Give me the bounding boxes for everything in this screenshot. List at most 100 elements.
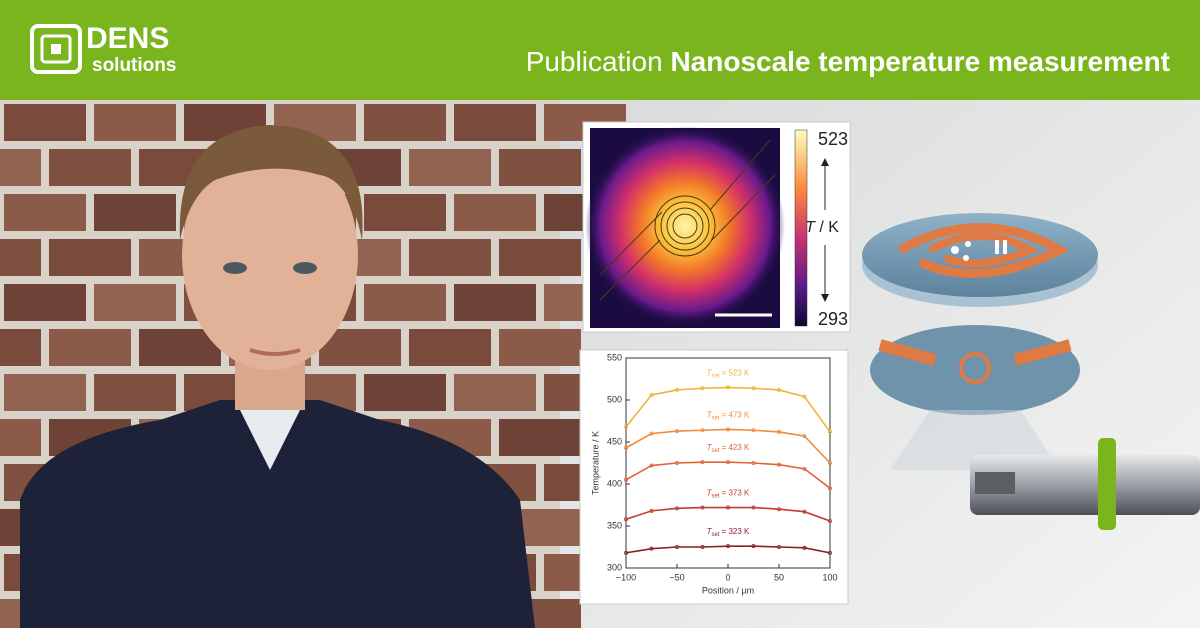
data-point <box>649 431 654 436</box>
data-point <box>751 428 756 433</box>
brick <box>499 419 581 456</box>
brick <box>49 149 131 186</box>
brick <box>94 194 176 231</box>
data-point <box>828 429 833 434</box>
portrait <box>20 125 535 628</box>
brick <box>454 374 536 411</box>
data-point <box>726 385 731 390</box>
data-point <box>649 463 654 468</box>
series-label: Tset = 323 K <box>707 527 750 537</box>
logo: DENS solutions <box>30 22 176 76</box>
data-point <box>649 546 654 551</box>
brick <box>454 284 536 321</box>
y-axis-label: Temperature / K <box>590 431 600 495</box>
brick <box>0 329 41 366</box>
data-point <box>802 394 807 399</box>
colorbar-symbol: T <box>805 219 816 236</box>
data-point <box>802 466 807 471</box>
data-point <box>700 545 705 550</box>
brick <box>364 104 446 141</box>
brick <box>454 194 536 231</box>
series-label-symbol: T <box>707 527 713 536</box>
series-label: Tset = 473 K <box>707 411 750 421</box>
series-label-symbol: T <box>707 411 713 420</box>
data-point <box>675 460 680 465</box>
series-label-name: = 323 K <box>722 527 750 536</box>
data-point <box>751 386 756 391</box>
y-tick-label: 400 <box>607 478 622 488</box>
header-bar <box>0 0 1200 100</box>
data-point <box>777 545 782 550</box>
brick <box>0 149 41 186</box>
x-tick-label: 0 <box>725 572 730 582</box>
logo-bottom: solutions <box>92 55 176 76</box>
x-tick-label: 50 <box>774 572 784 582</box>
x-tick-label: −100 <box>616 572 636 582</box>
brick <box>49 239 131 276</box>
series-label-subscript: set <box>712 532 720 538</box>
x-tick-label: 100 <box>822 572 837 582</box>
data-point <box>675 429 680 434</box>
data-point <box>777 462 782 467</box>
data-point <box>649 392 654 397</box>
data-point <box>828 486 833 491</box>
data-point <box>700 505 705 510</box>
data-point <box>675 387 680 392</box>
brick <box>4 194 86 231</box>
brick <box>499 239 581 276</box>
series-line <box>625 461 831 489</box>
data-point <box>751 544 756 549</box>
data-point <box>700 428 705 433</box>
brick <box>499 329 581 366</box>
data-point <box>726 427 731 432</box>
data-point <box>828 550 833 555</box>
data-point <box>624 477 629 482</box>
data-point <box>700 386 705 391</box>
colorbar-unit: / K <box>819 219 839 236</box>
brick <box>409 329 491 366</box>
data-point <box>726 505 731 510</box>
data-point <box>777 429 782 434</box>
series-label: Tset = 423 K <box>707 443 750 453</box>
header-title: Publication Nanoscale temperature measur… <box>526 46 1170 77</box>
brick <box>4 284 86 321</box>
series-label-subscript: set <box>712 448 720 454</box>
colorbar-label: T / K <box>805 219 839 236</box>
data-point <box>802 545 807 550</box>
y-tick-label: 300 <box>607 562 622 572</box>
brick <box>364 194 446 231</box>
y-tick-label: 350 <box>607 520 622 530</box>
data-point <box>624 424 629 429</box>
series-label-name: = 423 K <box>722 443 750 452</box>
brick <box>0 239 41 276</box>
colorbar-max: 523 <box>818 129 848 149</box>
title-prefix: Publication <box>526 46 663 77</box>
brick <box>49 329 131 366</box>
brick <box>454 104 536 141</box>
colorbar-min: 293 <box>818 309 848 329</box>
series-line <box>625 506 831 522</box>
x-axis-label: Position / µm <box>702 585 754 595</box>
data-point <box>649 508 654 513</box>
series-label-name: = 473 K <box>722 411 750 420</box>
data-point <box>751 505 756 510</box>
series-label-symbol: T <box>707 443 713 452</box>
series-line <box>625 428 831 464</box>
chip-illustration <box>862 213 1200 530</box>
brick <box>4 104 86 141</box>
data-point <box>777 507 782 512</box>
data-point <box>726 544 731 549</box>
series-label-symbol: T <box>707 489 713 498</box>
series-label-name: = 523 K <box>722 369 750 378</box>
brick <box>364 374 446 411</box>
data-point <box>802 434 807 439</box>
y-tick-label: 500 <box>607 394 622 404</box>
series-label: Tset = 373 K <box>707 489 750 499</box>
series-label-subscript: set <box>712 493 720 499</box>
brick <box>94 374 176 411</box>
series-line <box>625 545 831 554</box>
heatmap-panel: 523 293 T / K <box>582 121 851 333</box>
data-point <box>624 550 629 555</box>
data-point <box>675 506 680 511</box>
